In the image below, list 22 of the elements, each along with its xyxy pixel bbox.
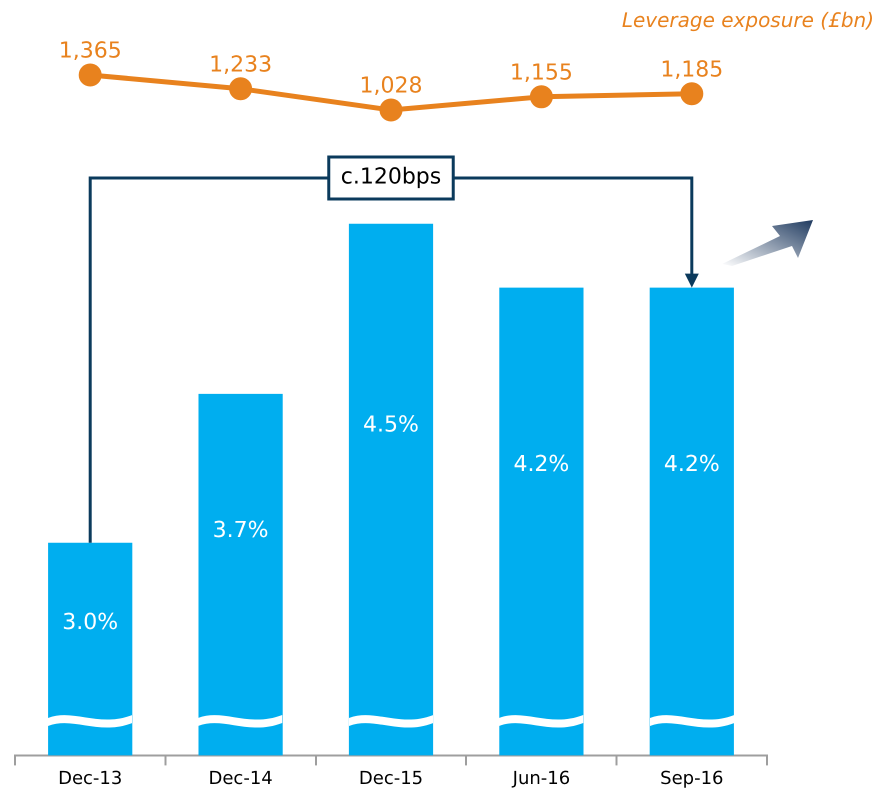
point bbox=[680, 82, 704, 106]
point bbox=[229, 77, 252, 100]
data-label: 3.7% bbox=[212, 518, 269, 543]
x-tick-label: Sep-16 bbox=[660, 768, 724, 789]
x-tick-label: Jun-16 bbox=[512, 768, 570, 789]
x-tick-label: Dec-14 bbox=[208, 768, 273, 789]
point bbox=[78, 64, 102, 86]
text: c.120bps bbox=[340, 164, 442, 190]
data-label: 4.5% bbox=[363, 412, 419, 438]
point bbox=[380, 98, 402, 122]
data-label: 4.2% bbox=[513, 452, 570, 478]
data-label: 1,185 bbox=[660, 57, 724, 82]
x-tick-label: Dec-13 bbox=[58, 768, 122, 789]
point bbox=[530, 85, 553, 108]
data-label: 4.2% bbox=[664, 452, 720, 478]
data-label: 1,155 bbox=[510, 60, 573, 86]
data-label: 3.0% bbox=[62, 610, 118, 636]
x-tick-label: Dec-15 bbox=[358, 768, 424, 789]
text: Leverage exposure (£bn) bbox=[622, 8, 874, 32]
data-label: 1,365 bbox=[58, 38, 122, 64]
data-label: 1,233 bbox=[209, 52, 272, 78]
data-label: 1,028 bbox=[360, 74, 422, 99]
